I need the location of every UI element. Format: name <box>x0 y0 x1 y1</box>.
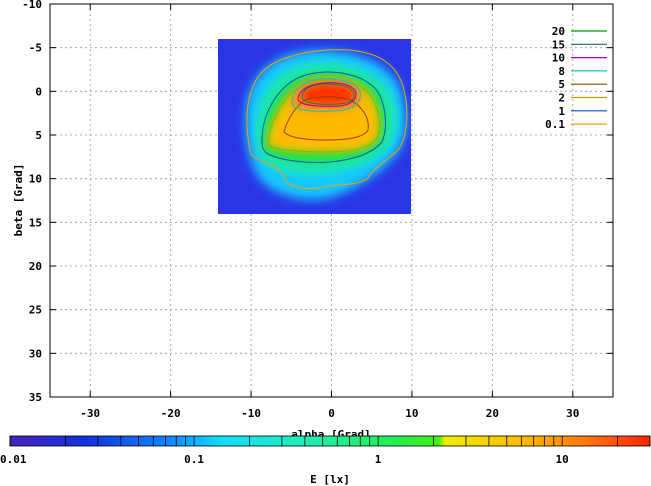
heatmap-band-red <box>302 84 355 105</box>
y-tick-label: 10 <box>29 173 42 186</box>
legend-label: 5 <box>558 78 565 91</box>
heatmap <box>218 39 411 214</box>
x-tick-label: -30 <box>80 407 100 420</box>
contour-1 <box>261 71 386 163</box>
x-tick-labels: -30 -20 -10 0 10 20 30 <box>80 407 579 420</box>
x-tick-label: 20 <box>486 407 499 420</box>
colorbar-tick-label: 0.1 <box>184 453 204 466</box>
legend-label: 10 <box>552 52 565 65</box>
colorbar-tick-labels: 0.01 0.1 1 10 <box>0 453 569 466</box>
contour-8 <box>291 78 361 112</box>
legend-label: 20 <box>552 25 565 38</box>
legend-label: 15 <box>552 38 565 51</box>
colorbar-minor-ticks <box>9 436 651 446</box>
colorbar-tick-label: 0.01 <box>0 453 27 466</box>
x-tick-label: -10 <box>241 407 261 420</box>
x-tick-label: 10 <box>405 407 418 420</box>
y-tick-label: 5 <box>35 129 42 142</box>
y-tick-label: 15 <box>29 216 42 229</box>
colorbar-label: E [lx] <box>310 473 350 486</box>
y-tick-label: 30 <box>29 347 42 360</box>
legend-label: 0.1 <box>545 118 565 131</box>
x-tick-label: 0 <box>328 407 335 420</box>
contour-15 <box>301 83 355 105</box>
contour-5 <box>283 96 369 141</box>
contour-0.1 <box>246 49 408 189</box>
y-tick-label: 0 <box>35 85 42 98</box>
x-tick-label: 30 <box>566 407 579 420</box>
colorbar-tick-label: 1 <box>375 453 382 466</box>
y-tick-labels: -10 -5 0 5 10 15 20 25 30 35 <box>22 0 42 404</box>
x-tick-label: -20 <box>161 407 181 420</box>
colorbar-tick-label: 10 <box>556 453 569 466</box>
y-tick-label: -10 <box>22 0 42 11</box>
y-tick-label: 35 <box>29 391 42 404</box>
y-axis-label: beta [Grad] <box>12 164 25 237</box>
legend-label: 2 <box>558 92 565 105</box>
legend-label: 8 <box>558 65 565 78</box>
y-tick-label: 20 <box>29 260 42 273</box>
legend-label: 1 <box>558 105 565 118</box>
contour-10 <box>297 82 357 107</box>
contour-2 <box>267 79 380 153</box>
contour-lines <box>246 49 408 189</box>
y-tick-label: -5 <box>29 42 42 55</box>
colorbar: 0.01 0.1 1 10 E [lx] <box>0 435 651 486</box>
y-tick-label: 25 <box>29 304 42 317</box>
axes <box>49 3 614 398</box>
